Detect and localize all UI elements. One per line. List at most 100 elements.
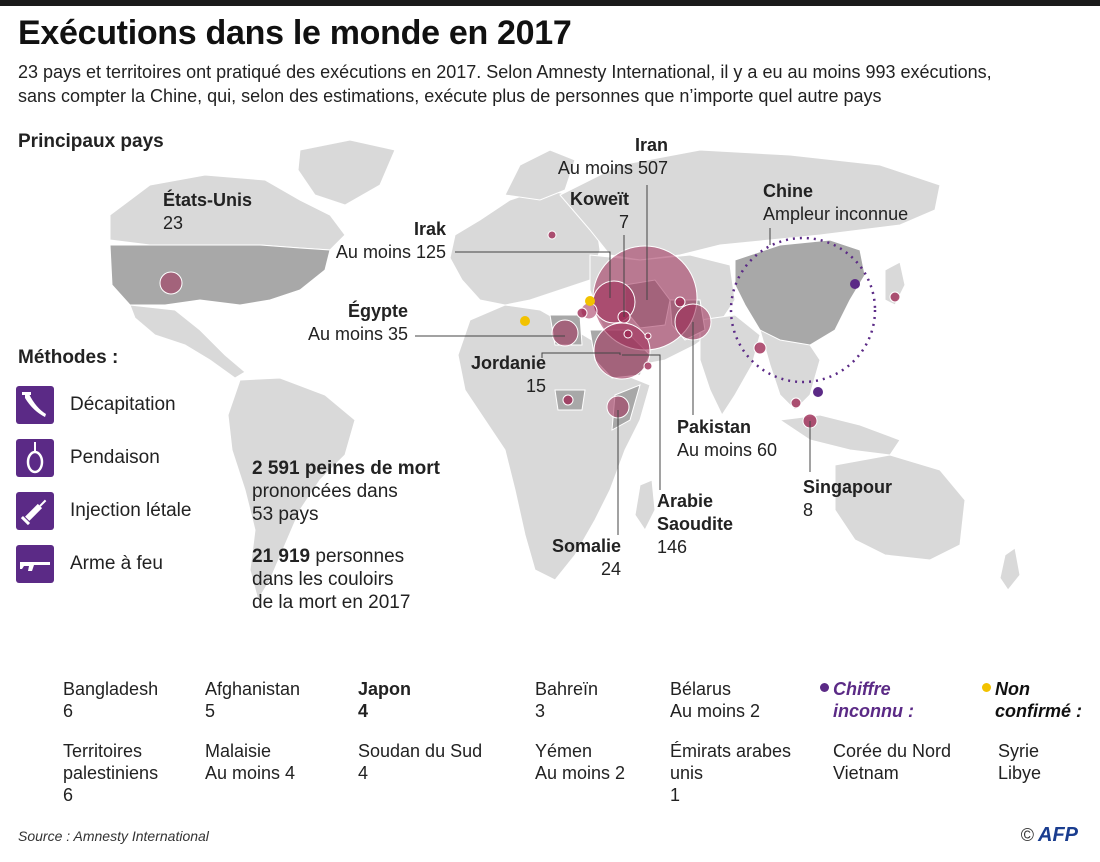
bubble-bangladesh — [753, 341, 767, 355]
australia-shape — [834, 454, 966, 561]
bubble-emirats — [644, 332, 652, 340]
world-map — [109, 139, 1021, 602]
syringe-icon — [16, 492, 54, 530]
leader-jordanie — [541, 352, 621, 358]
unconfirmed-countries: Syrie Libye — [998, 740, 1041, 784]
bubble-soudan-sud — [562, 394, 574, 406]
label-iran-value: Au moins 507 — [557, 158, 668, 178]
subtitle-line-2: sans compter la Chine, qui, selon des es… — [18, 86, 882, 106]
other-japon-name: Japon — [358, 679, 412, 699]
india-shape — [699, 314, 761, 417]
bubble-egypt — [551, 319, 579, 347]
madagascar-shape — [634, 479, 656, 531]
bubble-japon — [889, 291, 901, 303]
label-chine-name: Chine — [763, 181, 814, 201]
other-afghanistan-value: 5 — [205, 701, 216, 721]
other-emirats: Émirats arabes unis 1 — [670, 740, 791, 806]
label-somalie-value: 24 — [600, 559, 621, 579]
section-title-main-countries: Principaux pays — [18, 131, 164, 152]
stats-sentences-line2: prononcées dans — [252, 481, 398, 502]
unconfirmed-country-libya: Libye — [998, 763, 1042, 783]
other-afghanistan: Afghanistan 5 — [205, 678, 300, 722]
usa-shape — [109, 244, 331, 306]
rifle-icon — [16, 545, 54, 583]
stats-sentences-bold: 2 591 peines de mort — [252, 458, 440, 479]
label-chine: Chine Ampleur inconnue — [763, 180, 908, 226]
other-japon-value: 4 — [358, 701, 369, 721]
method-pendaison: Pendaison — [16, 439, 436, 481]
method-decapitation: Décapitation — [16, 386, 436, 428]
stats-sentences-line3: 53 pays — [252, 504, 319, 525]
other-belarus-value: Au moins 2 — [670, 701, 761, 721]
stats-death-row-bold: 21 919 — [252, 546, 311, 567]
label-irak-value: Au moins 125 — [335, 242, 446, 262]
other-malaisie-value: Au moins 4 — [205, 763, 296, 783]
greenland-shape — [297, 139, 396, 206]
other-palestine-value: 6 — [63, 785, 74, 805]
label-chine-value: Ampleur inconnue — [763, 204, 909, 224]
stats-death-row-line2: dans les couloirs — [252, 569, 394, 590]
stats-death-row-line1: personnes — [310, 546, 405, 567]
dot-north-korea — [850, 279, 860, 289]
unknown-country-vietnam: Vietnam — [833, 763, 899, 783]
label-iran: Iran Au moins 507 — [520, 134, 668, 180]
top-bar — [0, 0, 1100, 6]
stats-sentences: 2 591 peines de mort prononcées dans 53 … — [252, 457, 440, 526]
label-somalie: Somalie 24 — [520, 535, 621, 581]
dot-libya — [520, 316, 530, 326]
label-arabie-name-1: Arabie — [657, 491, 714, 511]
scandinavia-shape — [504, 149, 576, 201]
label-koweit: Koweït 7 — [540, 188, 629, 234]
bubble-yemen — [643, 361, 653, 371]
label-singapour-value: 8 — [803, 500, 814, 520]
method-pendaison-label: Pendaison — [70, 447, 160, 468]
legend-unknown-label-1: Chiffre — [833, 679, 891, 699]
unconfirmed-country-syria: Syrie — [998, 741, 1040, 761]
other-emirats-name-2: unis — [670, 763, 704, 783]
bubble-malaisie — [790, 397, 802, 409]
subtitle-line-1: 23 pays et territoires ont pratiqué des … — [18, 62, 992, 82]
bubble-bahrein — [623, 329, 633, 339]
other-bangladesh: Bangladesh 6 — [63, 678, 158, 722]
indonesia-shape — [778, 414, 901, 456]
label-singapour-name: Singapour — [803, 477, 892, 497]
source-credit: Source : Amnesty International — [18, 828, 209, 844]
legend-unconfirmed-label-2: confirmé : — [995, 701, 1083, 721]
other-palestine-name-2: palestiniens — [63, 763, 159, 783]
label-arabie: Arabie Saoudite 146 — [657, 490, 733, 559]
bubble-saudi — [593, 322, 651, 380]
method-decapitation-label: Décapitation — [70, 394, 176, 415]
label-usa-name: États-Unis — [163, 190, 253, 210]
unconfirmed-dot-icon — [982, 683, 991, 692]
new-zealand-shape — [999, 547, 1021, 591]
other-emirats-name: Émirats arabes — [670, 741, 792, 761]
bubble-belarus — [547, 230, 557, 240]
label-egypte-name: Égypte — [347, 301, 408, 321]
leader-arabie — [622, 354, 661, 490]
method-injection: Injection létale — [16, 492, 436, 534]
label-pakistan-value: Au moins 60 — [677, 440, 778, 460]
other-malaisie: Malaisie Au moins 4 — [205, 740, 295, 784]
legend-unknown: Chiffre inconnu : — [820, 678, 914, 722]
legend-unconfirmed-label-1: Non — [995, 679, 1030, 699]
unknown-dot-icon — [820, 683, 829, 692]
other-yemen-name: Yémen — [535, 741, 593, 761]
other-bahrein-name: Bahreïn — [535, 679, 599, 699]
other-afghanistan-name: Afghanistan — [205, 679, 301, 699]
other-yemen-value: Au moins 2 — [535, 763, 626, 783]
label-jordanie: Jordanie 15 — [440, 352, 546, 398]
label-koweit-name: Koweït — [569, 189, 629, 209]
legend-unconfirmed: Non confirmé : — [982, 678, 1082, 722]
other-bahrein-value: 3 — [535, 701, 546, 721]
dot-vietnam — [813, 387, 823, 397]
other-palestine: Territoires palestiniens 6 — [63, 740, 158, 806]
central-america-shape — [129, 304, 246, 379]
label-arabie-name-2: Saoudite — [657, 514, 734, 534]
label-koweit-value: 7 — [618, 212, 629, 232]
china-unknown-circle — [729, 236, 877, 384]
bubble-usa — [159, 271, 183, 295]
bubble-afghanistan — [674, 296, 686, 308]
label-jordanie-value: 15 — [525, 376, 546, 396]
afp-logo: © AFP — [1021, 824, 1078, 847]
china-shape — [734, 239, 866, 346]
